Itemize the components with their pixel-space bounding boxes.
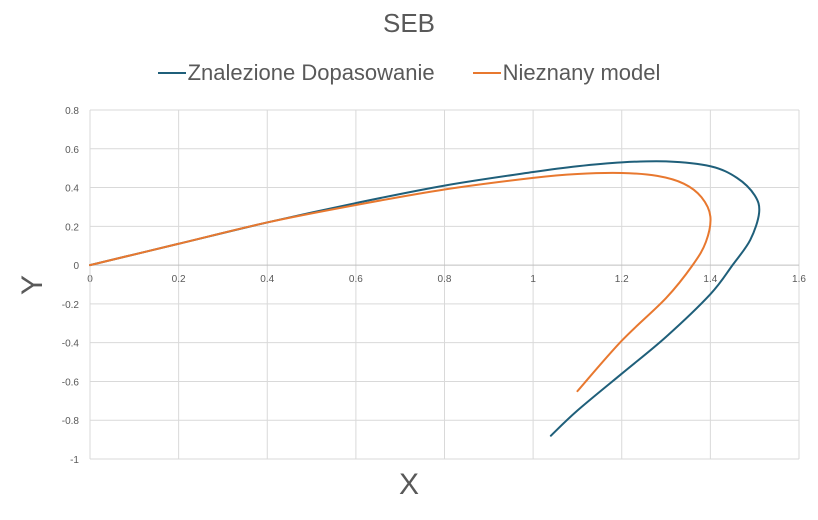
x-tick-label: 1.6 xyxy=(792,274,806,285)
legend-item-series-0: Znalezione Dopasowanie xyxy=(157,60,435,86)
x-tick-label: 0.2 xyxy=(172,274,186,285)
y-tick-label: -0.4 xyxy=(62,339,80,350)
y-tick-label: 0.4 xyxy=(65,184,79,195)
y-tick-label: 0.6 xyxy=(65,145,79,156)
y-tick-label: -1 xyxy=(70,455,79,466)
x-tick-label: 0.4 xyxy=(260,274,274,285)
y-axis-title: Y xyxy=(16,275,49,296)
series-line-1 xyxy=(89,171,712,393)
x-axis-title: X xyxy=(398,468,419,501)
y-tick-label: 0 xyxy=(73,261,79,272)
y-tick-label: -0.6 xyxy=(62,377,80,388)
legend-swatch-series-0 xyxy=(157,72,186,74)
x-tick-label: 1.2 xyxy=(615,274,629,285)
legend-label-series-0: Znalezione Dopasowanie xyxy=(187,60,435,85)
chart-title: SEB xyxy=(382,8,436,38)
x-tick-label: 1.4 xyxy=(703,274,717,285)
legend: Znalezione Dopasowanie Nieznany model xyxy=(0,60,818,86)
y-tick-label: 0.2 xyxy=(65,222,79,233)
y-tick-label: -0.8 xyxy=(62,416,80,427)
y-tick-label: 0.8 xyxy=(65,106,79,117)
x-tick-label: 0.6 xyxy=(349,274,363,285)
x-tick-label: 1 xyxy=(530,274,536,285)
x-tick-label: 0.8 xyxy=(438,274,452,285)
y-tick-label: -0.2 xyxy=(62,300,80,311)
legend-item-series-1: Nieznany model xyxy=(472,60,661,86)
series-line-0 xyxy=(89,160,761,437)
legend-swatch-series-1 xyxy=(472,72,501,74)
legend-label-series-1: Nieznany model xyxy=(502,60,661,85)
